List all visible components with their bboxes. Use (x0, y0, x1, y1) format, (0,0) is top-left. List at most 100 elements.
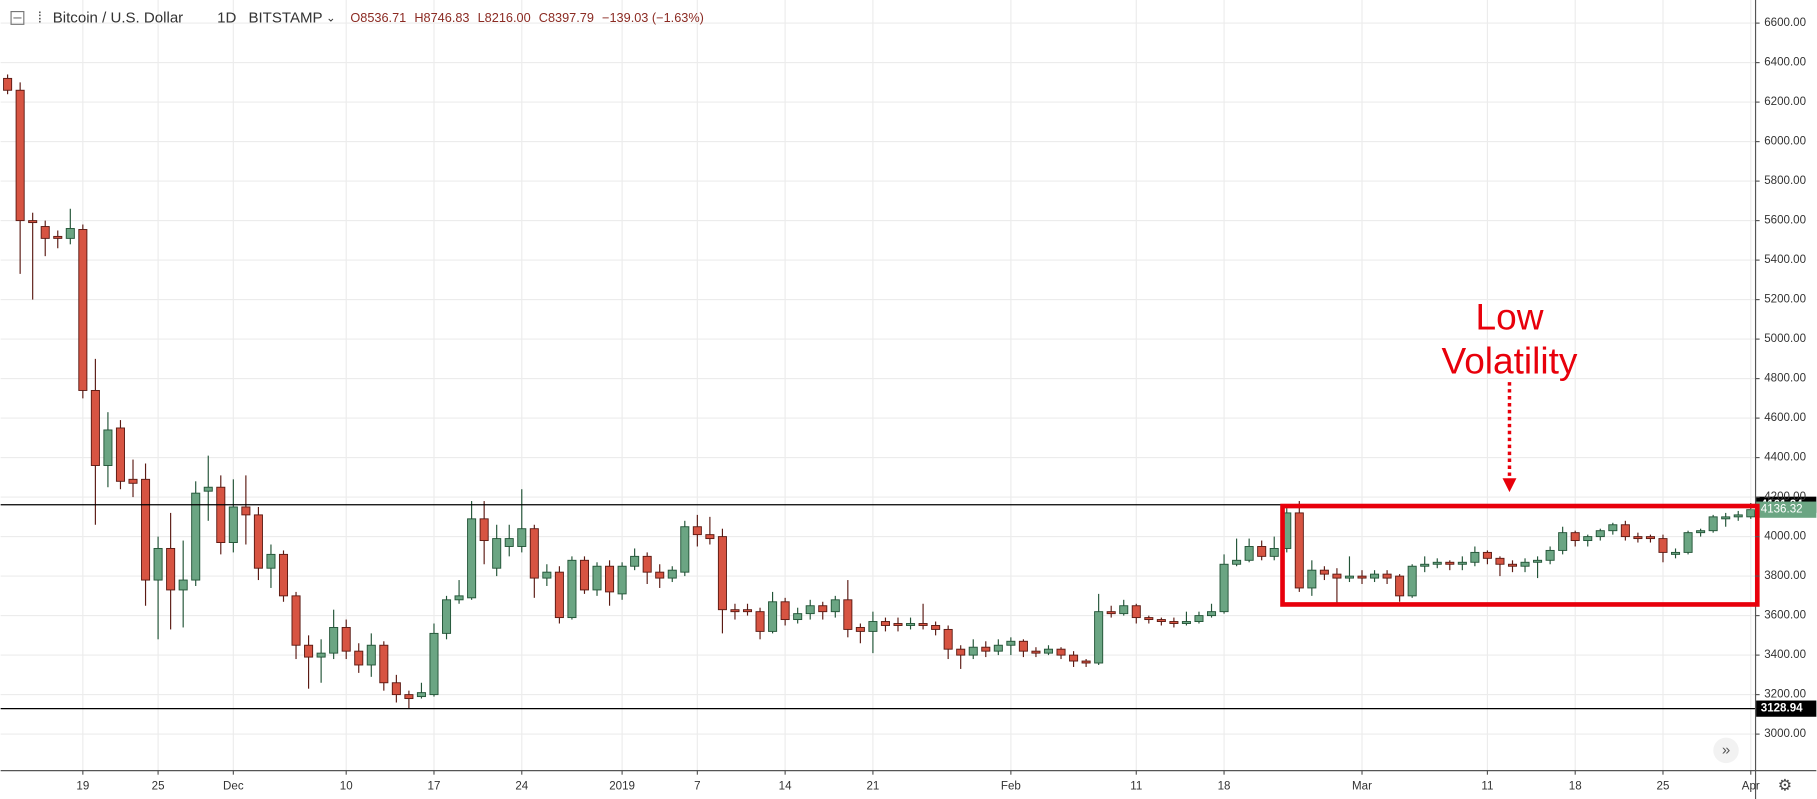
candle-body (1031, 650, 1041, 654)
candle-body (40, 226, 50, 239)
candle-body (1633, 536, 1643, 540)
candle-body (1144, 617, 1154, 621)
x-tick-label: 10 (340, 780, 353, 792)
ohlc-value: L8216.00 (478, 10, 531, 25)
scroll-icon: » (1722, 741, 1730, 758)
candle-body (291, 595, 301, 646)
candle-body (404, 694, 414, 700)
candle-body (1533, 559, 1543, 563)
arrow-head (1502, 478, 1517, 493)
y-tick-label: 4600.00 (1764, 412, 1806, 424)
candle-body (329, 626, 339, 654)
candle-body (366, 644, 376, 666)
candle-body (793, 613, 803, 621)
candle-body (304, 644, 314, 658)
candle-body (780, 601, 790, 621)
settings-icon[interactable]: ⚙ (1778, 777, 1793, 795)
y-tick-label: 4800.00 (1764, 373, 1806, 385)
candle-body (1207, 611, 1217, 617)
candle-body (1507, 563, 1518, 567)
scroll-button[interactable] (1713, 737, 1739, 764)
candle-body (416, 692, 426, 698)
candle-body (1595, 530, 1605, 538)
ohlc-value: H8746.83 (414, 10, 469, 25)
candle-body (90, 389, 100, 466)
candle-body (467, 518, 477, 599)
candle-body (1069, 654, 1079, 662)
candle-body (379, 644, 389, 684)
candle-body (717, 536, 727, 611)
candle-body (768, 601, 778, 632)
y-tick-label: 5200.00 (1764, 294, 1806, 306)
candle-body (1194, 615, 1204, 622)
candle-body (1219, 563, 1229, 613)
x-tick-label: 25 (1657, 780, 1670, 792)
candle-body (680, 526, 690, 573)
candle-body (918, 623, 928, 626)
candles (3, 74, 1756, 709)
y-tick-label: 5800.00 (1764, 175, 1806, 187)
candle-body (1721, 516, 1731, 520)
candle-body (1620, 524, 1630, 538)
candle-body (1570, 532, 1580, 542)
candle-body (868, 621, 878, 632)
ohlc-header: O8536.71 H8746.83 L8216.00 C8397.79 −139.03 … (350, 10, 704, 25)
candle-body (278, 553, 289, 597)
candle-body (166, 547, 176, 591)
x-tick-label: 11 (1130, 780, 1142, 792)
candle-body (178, 579, 188, 591)
candle-body (1520, 561, 1530, 567)
candle-body (1106, 611, 1116, 615)
candle-body (893, 623, 903, 626)
candle-body (1683, 532, 1693, 553)
candle-body (1558, 532, 1568, 551)
y-tick-label: 4200.00 (1764, 491, 1806, 503)
x-tick-label: Feb (1001, 780, 1021, 792)
x-tick-label: 11 (1481, 780, 1493, 792)
candle-body (354, 650, 364, 666)
candle-body (1733, 514, 1743, 518)
symbol[interactable]: Bitcoin / U.S. Dollar (53, 9, 183, 26)
collapse-button[interactable] (10, 11, 25, 25)
candle-body (492, 538, 502, 569)
candle-body (1645, 536, 1655, 540)
candle-body (755, 611, 765, 632)
candle-body (554, 571, 564, 619)
candle-body (943, 628, 953, 650)
candle-body (266, 553, 276, 569)
candle-body (1257, 546, 1267, 557)
candle-body (906, 623, 916, 626)
candle-body (1457, 561, 1467, 565)
candle-body (203, 486, 213, 492)
y-tick-label: 4000.00 (1764, 531, 1806, 543)
candle-body (1696, 530, 1706, 534)
candle-body (1470, 551, 1480, 563)
candle-body (1043, 648, 1054, 654)
candle-body (504, 538, 514, 547)
x-tick-label: Apr (1742, 780, 1760, 792)
candle-body (830, 599, 840, 613)
y-tick-label: 6000.00 (1764, 136, 1806, 148)
candle-body (1495, 557, 1505, 565)
exchange[interactable]: BITSTAMP (248, 9, 322, 26)
candle-body (1244, 546, 1254, 561)
x-tick-label: Dec (223, 780, 244, 792)
candle-body (454, 595, 464, 601)
candle-body (993, 644, 1003, 652)
x-tick-label: 24 (515, 780, 528, 792)
candle-body (567, 559, 577, 619)
candle-body (1169, 621, 1179, 624)
interval[interactable]: 1D (217, 9, 236, 26)
symbol-icon: ⁞ (38, 9, 42, 26)
candle-body (1018, 640, 1028, 652)
candle-body (805, 605, 815, 615)
x-tick-label: Mar (1352, 780, 1372, 792)
dropdown-icon[interactable]: ⌄ (326, 13, 336, 25)
y-tick-label: 6200.00 (1764, 96, 1806, 108)
candle-body (1482, 551, 1492, 559)
candle-body (429, 632, 439, 696)
candle-body (981, 646, 991, 652)
last-price-box (1756, 501, 1817, 518)
candle-body (1344, 575, 1354, 579)
